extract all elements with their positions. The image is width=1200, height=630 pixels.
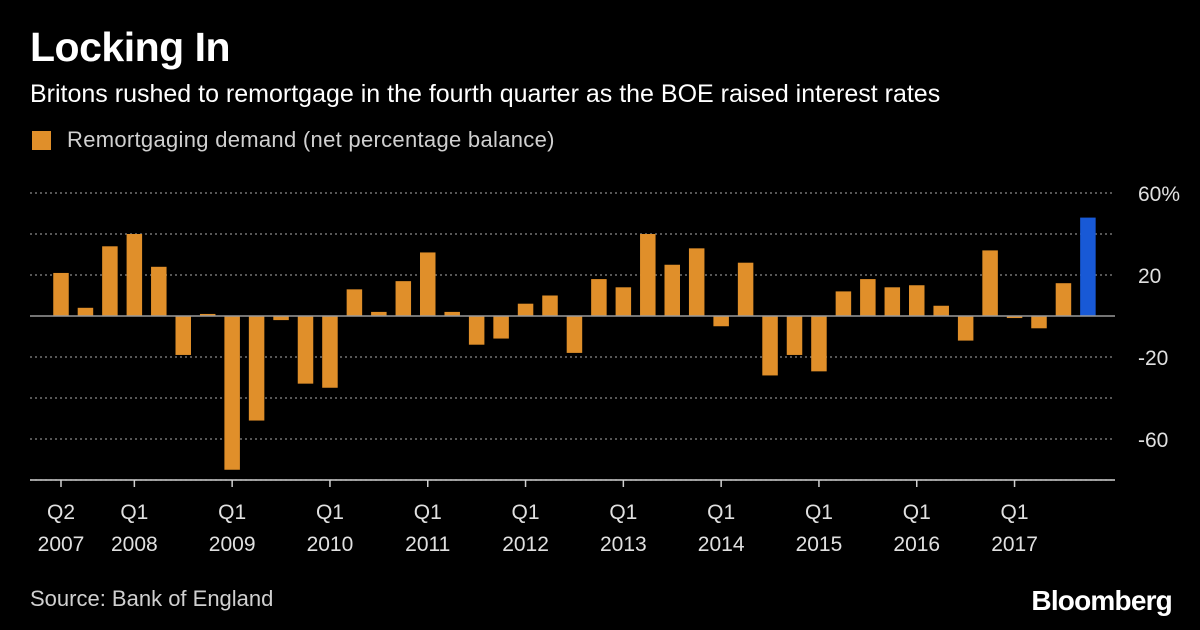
x-tick-label-quarter: Q1 — [414, 501, 442, 524]
bar — [322, 316, 338, 388]
bar — [493, 316, 509, 339]
x-tick-label-year: 2007 — [38, 533, 85, 556]
bar — [420, 252, 436, 316]
x-tick-label-year: 2016 — [893, 533, 940, 556]
x-tick-label-year: 2009 — [209, 533, 256, 556]
bar — [248, 316, 265, 421]
bar — [933, 305, 949, 316]
legend: Remortgaging demand (net percentage bala… — [32, 127, 555, 153]
bar — [762, 316, 778, 376]
bar — [737, 262, 754, 316]
bar — [77, 307, 94, 316]
bar — [811, 316, 827, 372]
bar — [786, 316, 803, 355]
x-tick-label-year: 2014 — [698, 533, 745, 556]
bar — [151, 266, 167, 316]
y-tick-label: 60% — [1138, 183, 1180, 206]
bar — [175, 316, 191, 355]
bar — [957, 316, 974, 341]
bar — [468, 316, 485, 345]
bar — [982, 250, 998, 316]
bar — [688, 248, 705, 316]
x-tick-label-quarter: Q1 — [707, 501, 735, 524]
bar — [566, 316, 583, 353]
bar — [346, 289, 363, 316]
x-tick-label-year: 2012 — [502, 533, 549, 556]
x-tick-label-quarter: Q1 — [1001, 501, 1029, 524]
bar — [53, 272, 69, 316]
bar-highlight — [1080, 217, 1096, 316]
legend-swatch — [32, 130, 51, 150]
bar — [664, 264, 680, 316]
bar — [1006, 316, 1023, 319]
chart-subtitle: Britons rushed to remortgage in the four… — [30, 80, 941, 108]
bar — [444, 311, 460, 316]
x-tick-label-year: 2011 — [405, 533, 450, 556]
chart-title: Locking In — [30, 24, 231, 70]
bar — [371, 311, 387, 316]
x-tick-label-quarter: Q1 — [903, 501, 931, 524]
bar — [102, 246, 118, 316]
x-tick-label-quarter: Q1 — [512, 501, 540, 524]
x-tick-label-quarter: Q1 — [316, 501, 344, 524]
x-tick-label-quarter: Q1 — [609, 501, 637, 524]
y-tick-label: -20 — [1138, 347, 1168, 370]
y-tick-label: -60 — [1138, 429, 1168, 452]
x-tick-label-year: 2010 — [307, 533, 354, 556]
x-tick-label-year: 2015 — [796, 533, 843, 556]
bloomberg-logo: Bloomberg — [1031, 585, 1172, 616]
x-tick-label-year: 2008 — [111, 533, 158, 556]
bar — [884, 287, 901, 316]
x-tick-label-year: 2013 — [600, 533, 647, 556]
bar — [199, 313, 216, 316]
bar — [615, 287, 632, 316]
bar — [1031, 316, 1047, 329]
bar — [640, 234, 656, 316]
x-tick-label-quarter: Q1 — [120, 501, 148, 524]
x-tick-label-quarter: Q1 — [805, 501, 833, 524]
bar — [517, 303, 534, 316]
bar — [273, 316, 289, 321]
source-note: Source: Bank of England — [30, 586, 274, 611]
y-tick-label: 20 — [1138, 265, 1161, 288]
bar — [713, 316, 729, 327]
bar — [297, 316, 314, 384]
bar — [591, 279, 607, 316]
bar — [860, 279, 876, 316]
bar — [835, 291, 852, 316]
bar — [909, 285, 925, 316]
bar — [395, 281, 412, 316]
x-tick-label-quarter: Q1 — [218, 501, 246, 524]
bar — [224, 316, 240, 470]
bar — [1055, 283, 1072, 316]
bar — [126, 234, 143, 316]
bar — [542, 295, 558, 316]
x-tick-label-year: 2017 — [991, 533, 1038, 556]
x-tick-label-quarter: Q2 — [47, 501, 75, 524]
legend-label: Remortgaging demand (net percentage bala… — [67, 127, 555, 152]
